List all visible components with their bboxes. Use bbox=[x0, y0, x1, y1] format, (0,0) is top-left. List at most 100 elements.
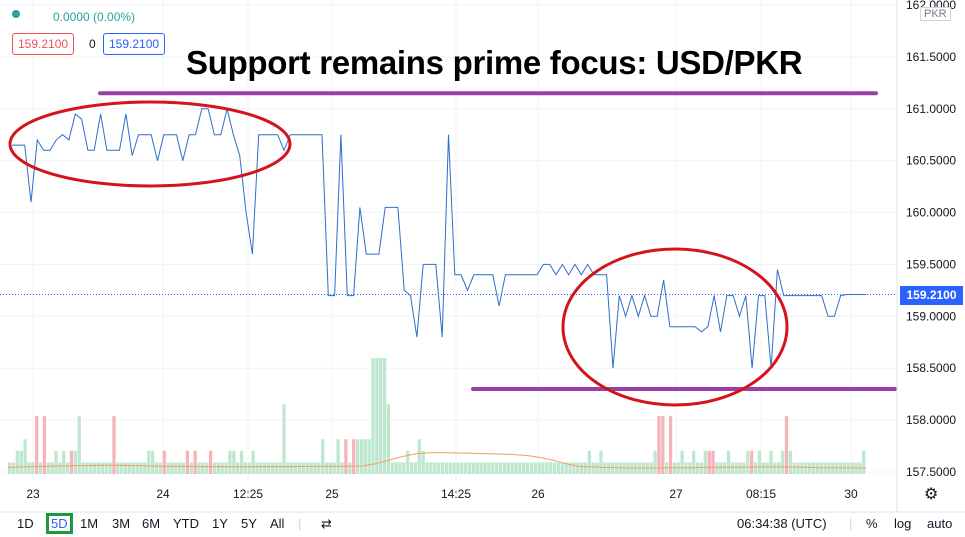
volume-bar bbox=[263, 462, 267, 474]
volume-bar bbox=[761, 462, 765, 474]
volume-bar bbox=[236, 462, 240, 474]
volume-bar bbox=[309, 462, 313, 474]
x-tick-label: 12:25 bbox=[233, 487, 263, 501]
volume-bar bbox=[247, 462, 251, 474]
volume-bar bbox=[804, 462, 808, 474]
volume-bar bbox=[382, 358, 387, 474]
volume-bar bbox=[193, 450, 197, 474]
volume-bar bbox=[738, 462, 742, 474]
sell-price-button[interactable]: 159.2100 bbox=[12, 33, 75, 55]
volume-bar bbox=[228, 450, 232, 474]
volume-bar bbox=[448, 462, 452, 474]
volume-bar bbox=[549, 462, 553, 474]
volume-bar bbox=[73, 450, 77, 474]
timeframe-1y[interactable]: 1Y bbox=[212, 516, 228, 531]
y-tick-label: 158.0000 bbox=[906, 413, 956, 427]
volume-bar bbox=[417, 439, 421, 474]
volume-bar bbox=[545, 462, 549, 474]
x-tick-label: 14:25 bbox=[441, 487, 471, 501]
timeframe-all[interactable]: All bbox=[270, 516, 285, 531]
x-tick-label: 26 bbox=[531, 487, 545, 501]
volume-bar bbox=[143, 462, 147, 474]
volume-bar bbox=[750, 450, 754, 474]
volume-bar bbox=[707, 450, 711, 474]
volume-bar bbox=[529, 462, 534, 474]
volume-bar bbox=[321, 439, 325, 474]
y-tick-label: 160.0000 bbox=[906, 206, 956, 220]
x-tick-label: 23 bbox=[26, 487, 40, 501]
volume-bar bbox=[205, 462, 209, 474]
top-left-highlight-ellipse bbox=[8, 100, 292, 188]
volume-bar bbox=[518, 462, 522, 474]
timeframe-1d[interactable]: 1D bbox=[17, 516, 34, 531]
currency-badge: PKR bbox=[920, 7, 951, 21]
log-scale-toggle[interactable]: log bbox=[894, 516, 912, 531]
volume-bar bbox=[525, 462, 530, 474]
percent-scale-toggle[interactable]: % bbox=[866, 516, 878, 531]
volume-bar bbox=[158, 462, 162, 474]
volume-bar bbox=[780, 450, 785, 474]
volume-bar bbox=[65, 462, 70, 474]
volume-bar bbox=[568, 462, 572, 474]
x-tick-label: 30 bbox=[844, 487, 858, 501]
volume-bar bbox=[85, 462, 89, 474]
timeframe-5d[interactable]: 5D bbox=[46, 513, 73, 534]
volume-bar bbox=[730, 462, 734, 474]
volume-bar bbox=[487, 462, 491, 474]
volume-bar bbox=[460, 462, 464, 474]
buy-price-button[interactable]: 159.2100 bbox=[103, 33, 166, 55]
volume-bar bbox=[398, 462, 402, 474]
volume-bar bbox=[251, 450, 255, 474]
volume-bar bbox=[255, 462, 259, 474]
date-range-icon[interactable]: ⇄ bbox=[321, 516, 332, 531]
volume-bar bbox=[108, 462, 112, 474]
volume-bar bbox=[239, 450, 244, 474]
volume-bar bbox=[433, 462, 437, 474]
volume-bar bbox=[695, 462, 700, 474]
toolbar-divider: | bbox=[298, 516, 302, 531]
volume-bar bbox=[208, 450, 213, 474]
volume-bar bbox=[178, 462, 182, 474]
volume-bar bbox=[444, 462, 448, 474]
volume-bar bbox=[498, 462, 503, 474]
volume-bar bbox=[580, 462, 584, 474]
auto-scale-toggle[interactable]: auto bbox=[927, 516, 953, 531]
timeframe-3m[interactable]: 3M bbox=[112, 516, 131, 531]
volume-bar bbox=[394, 462, 398, 474]
volume-bar bbox=[181, 462, 186, 474]
volume-bar bbox=[189, 462, 193, 474]
volume-bar bbox=[688, 462, 692, 474]
volume-bar bbox=[147, 450, 151, 474]
volume-bar bbox=[494, 462, 499, 474]
timeframe-5y[interactable]: 5Y bbox=[241, 516, 257, 531]
volume-bar bbox=[595, 462, 599, 474]
volume-bar bbox=[197, 462, 201, 474]
settings-gear-icon[interactable]: ⚙ bbox=[924, 486, 939, 503]
volume-bar bbox=[699, 462, 704, 474]
utc-clock[interactable]: 06:34:38 (UTC) bbox=[737, 516, 827, 531]
timeframe-6m[interactable]: 6M bbox=[142, 516, 161, 531]
volume-bar bbox=[46, 462, 50, 474]
volume-bar bbox=[220, 462, 224, 474]
volume-bar bbox=[734, 462, 738, 474]
volume-bar bbox=[610, 462, 615, 474]
volume-bars bbox=[8, 358, 866, 474]
timeframe-1m[interactable]: 1M bbox=[80, 516, 99, 531]
volume-bar bbox=[765, 462, 769, 474]
timeframe-ytd[interactable]: YTD bbox=[173, 516, 199, 531]
volume-bar bbox=[363, 439, 367, 474]
volume-bar bbox=[123, 462, 128, 474]
volume-bar bbox=[54, 450, 58, 474]
volume-bar bbox=[676, 462, 680, 474]
volume-bar bbox=[572, 462, 576, 474]
volume-bar bbox=[305, 462, 309, 474]
volume-bar bbox=[719, 462, 723, 474]
volume-bar bbox=[479, 462, 483, 474]
volume-bar bbox=[742, 462, 746, 474]
volume-bar bbox=[23, 439, 27, 474]
volume-bar bbox=[506, 462, 510, 474]
volume-bar bbox=[351, 439, 356, 474]
volume-bar bbox=[591, 462, 595, 474]
volume-bar bbox=[297, 462, 302, 474]
